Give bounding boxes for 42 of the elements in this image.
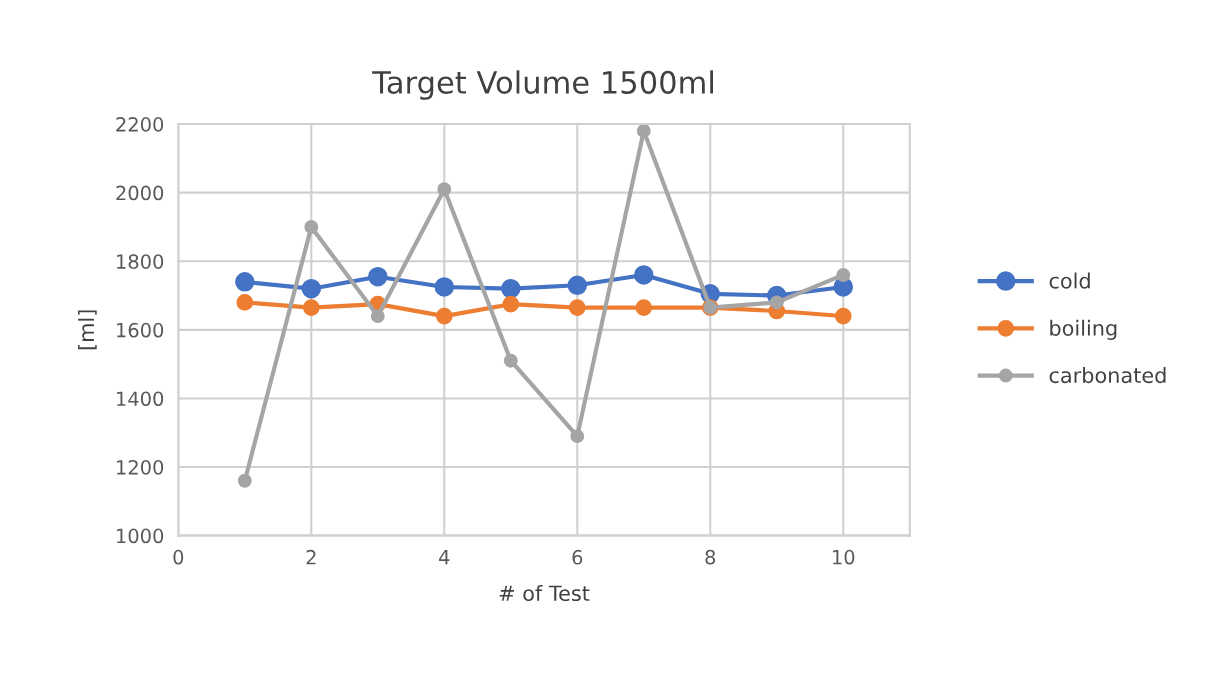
point [570, 429, 585, 444]
point [304, 220, 319, 234]
legend-label: boiling [1050, 319, 1117, 340]
legend-label: carbonated [1049, 367, 1166, 384]
y-tick-label: 1600 [117, 322, 164, 338]
point [834, 307, 852, 325]
y-tick-label: 1400 [117, 391, 164, 407]
point [370, 309, 385, 324]
point [301, 278, 322, 299]
y-axis-title: [ml] [78, 310, 97, 350]
point [567, 275, 588, 295]
chart-title: Target Volume 1500ml [372, 70, 713, 100]
y-tick-label: 1800 [117, 254, 164, 269]
point [236, 294, 254, 311]
point [635, 299, 653, 316]
point [434, 277, 455, 297]
x-tick-label: 2 [306, 549, 316, 565]
point [769, 295, 784, 310]
point [501, 278, 521, 299]
point [435, 307, 453, 325]
x-tick-label: 0 [173, 549, 184, 565]
x-tick-label: 6 [572, 549, 583, 565]
legend-label: cold [1049, 272, 1090, 289]
x-tick-label: 10 [833, 549, 855, 565]
point [634, 265, 654, 285]
point [836, 268, 851, 282]
y-tick-label: 2000 [116, 185, 164, 201]
point [235, 272, 255, 292]
x-axis-title: # of Test [499, 584, 590, 602]
point [368, 266, 388, 287]
x-tick-label: 8 [705, 549, 716, 565]
y-tick-label: 1200 [117, 459, 164, 475]
y-tick-label: 1000 [117, 528, 164, 544]
point [636, 124, 651, 138]
point [502, 295, 520, 313]
point [568, 299, 586, 316]
point [503, 353, 518, 368]
x-tick-label: 4 [439, 550, 450, 565]
point [237, 473, 252, 488]
y-tick-label: 2200 [116, 117, 164, 132]
point [302, 299, 320, 316]
point [437, 182, 452, 197]
